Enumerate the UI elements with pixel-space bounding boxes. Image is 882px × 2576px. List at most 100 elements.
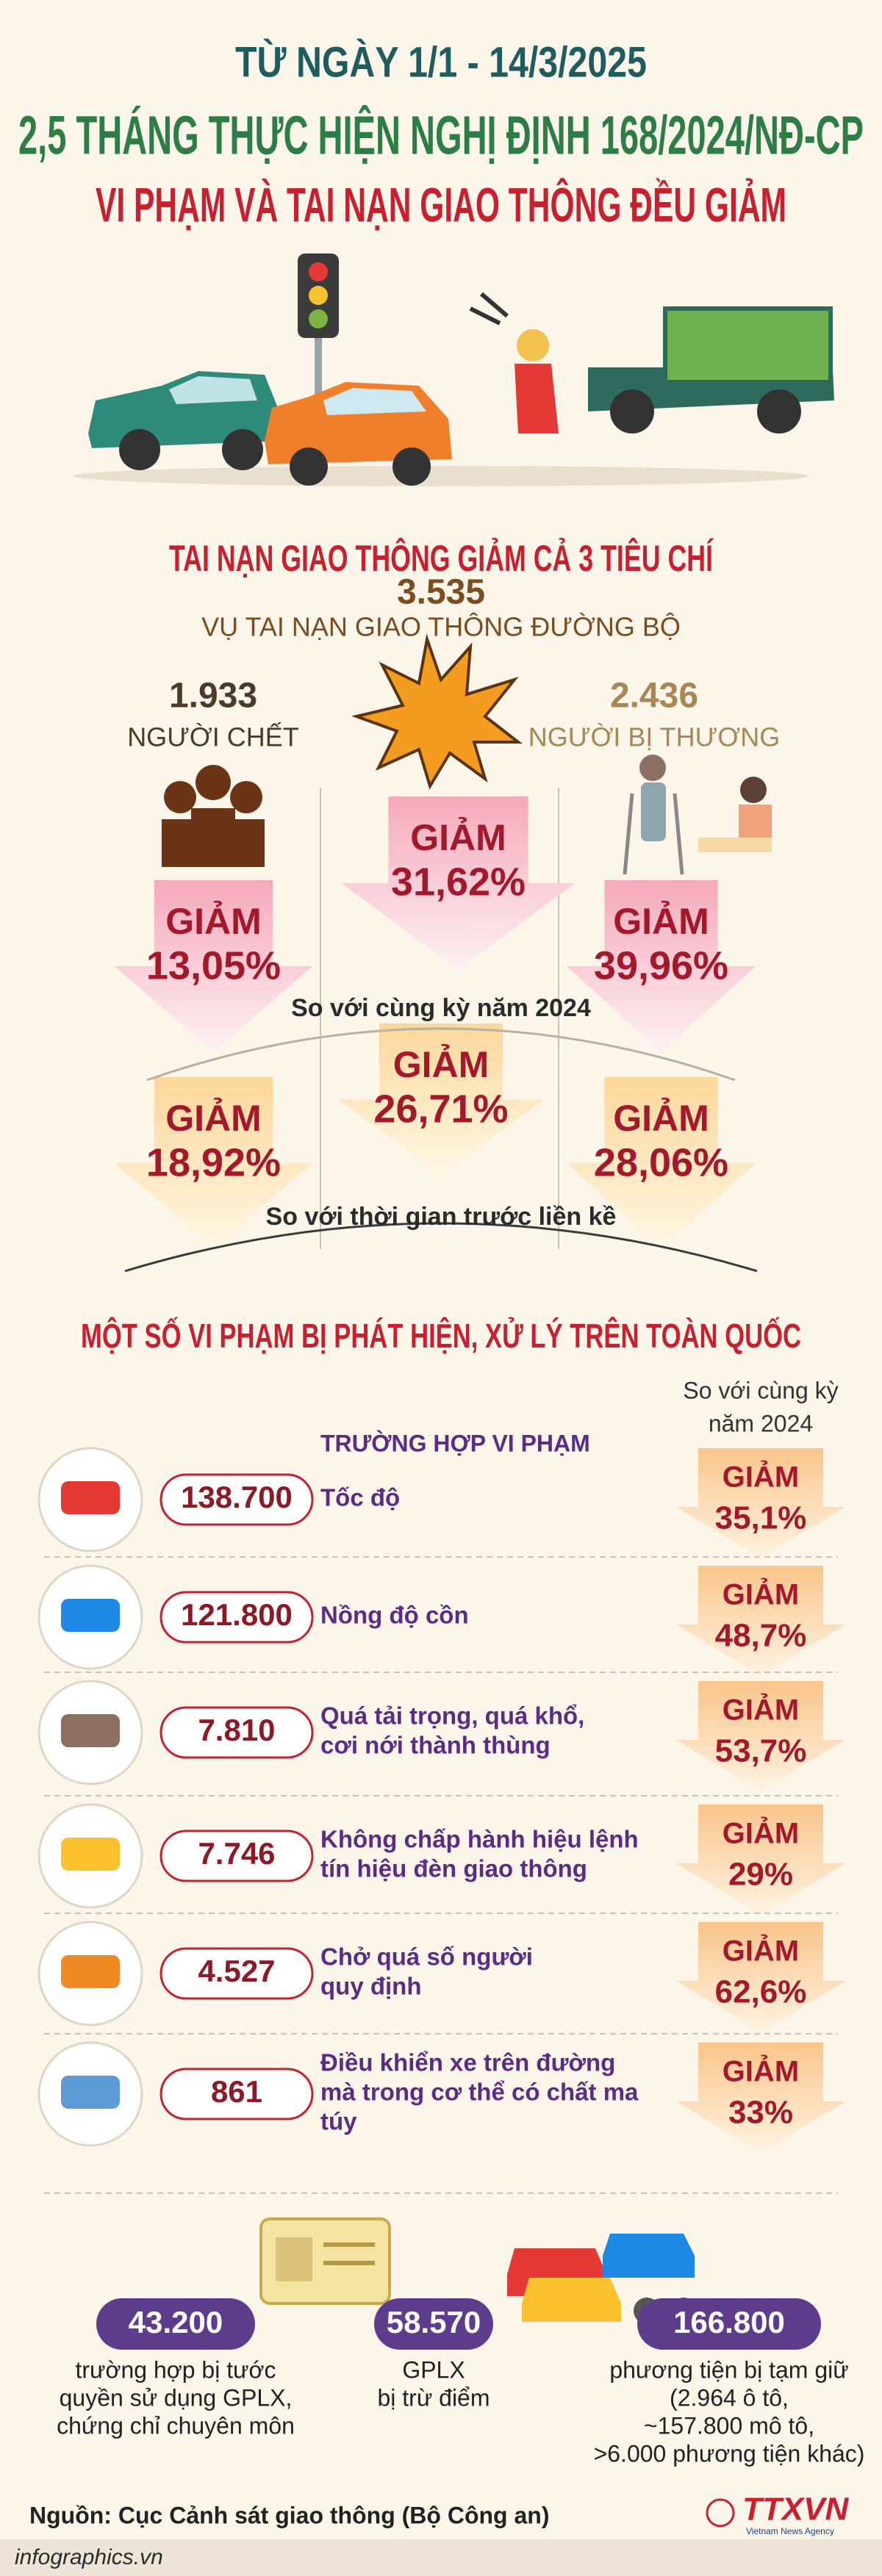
change-value: 18,92% [146, 1140, 281, 1184]
change-label: GIẢM [165, 1098, 262, 1139]
count-pill [159, 1830, 314, 1882]
change-value: 35,1% [715, 1500, 807, 1536]
count: 7.810 [198, 1713, 275, 1747]
change-label: GIẢM [393, 1044, 490, 1085]
penalty-text: >6.000 phương tiện khác) [594, 2440, 865, 2467]
down-arrow [676, 1681, 845, 1791]
violation-name: Chở quá số người [320, 1943, 533, 1971]
change-label: GIẢM [723, 1460, 799, 1494]
violation-name: Điều khiển xe trên đường [320, 2049, 615, 2076]
change-value: 31,62% [391, 860, 526, 904]
count-pill [374, 2298, 493, 2350]
row-icon-shape [61, 2076, 120, 2109]
count-pill [159, 2068, 314, 2120]
change-label: GIẢM [723, 1577, 799, 1611]
count-pill [159, 1473, 314, 1526]
brand: TTXVN [742, 2492, 849, 2528]
footer-bar [0, 2539, 882, 2576]
count-pill [159, 1706, 314, 1759]
penalty-text: trường hợp bị tước [76, 2356, 276, 2383]
change-value: 33% [728, 2095, 793, 2131]
source: Nguồn: Cục Cảnh sát giao thông (Bộ Công … [29, 2502, 549, 2528]
down-arrow [676, 1448, 845, 1558]
column-header: TRƯỜNG HỢP VI PHẠM [320, 1430, 590, 1456]
injuries-value: 2.436 [610, 677, 698, 716]
count-pill [637, 2298, 821, 2350]
change-label: GIẢM [723, 1816, 799, 1850]
count: 138.700 [181, 1480, 293, 1514]
violation-name: tín hiệu đèn giao thông [320, 1855, 587, 1882]
change-value: 13,05% [146, 943, 281, 987]
accident-icons [162, 633, 772, 875]
row-icon-shape [61, 1714, 120, 1747]
count-pill [159, 1591, 314, 1644]
deaths-label: NGƯỜI CHẾT [127, 722, 299, 752]
row-icon-shape [61, 1955, 120, 1988]
penalty-text: GPLX [402, 2356, 465, 2383]
site: infographics.vn [15, 2545, 163, 2569]
total-value: 3.535 [397, 573, 485, 612]
change-label: GIẢM [723, 1693, 799, 1727]
count-pill [96, 2298, 255, 2350]
count: 121.800 [181, 1597, 293, 1632]
change-label: GIẢM [165, 901, 262, 942]
change-label: GIẢM [613, 901, 709, 942]
violation-name: quy định [320, 1973, 421, 2000]
row-icon-shape [61, 1481, 120, 1514]
count-pill [159, 1947, 314, 2000]
injuries-label: NGƯỜI BỊ THƯƠNG [528, 722, 781, 752]
down-arrow [115, 880, 312, 1052]
prior-label: So với thời gian trước liền kề [266, 1203, 617, 1231]
change-label: GIẢM [410, 817, 506, 858]
down-arrow [115, 1077, 312, 1249]
accidents-heading: TAI NẠN GIAO THÔNG GIẢM CẢ 3 TIÊU CHÍ [169, 537, 714, 579]
change-value: 62,6% [715, 1974, 807, 2010]
penalty-text: quyền sử dụng GPLX, [60, 2384, 293, 2411]
down-arrow [338, 1023, 544, 1176]
count: 4.527 [198, 1954, 275, 1988]
row-icon-shape [61, 1599, 120, 1632]
brand-tagline: Vietnam News Agency [746, 2526, 834, 2536]
down-arrow [676, 2043, 845, 2153]
copyright-icon [706, 2498, 735, 2528]
compare-header: So với cùng kỳ [683, 1377, 838, 1403]
total-label: VỤ TAI NẠN GIAO THÔNG ĐƯỜNG BỘ [201, 612, 681, 642]
down-arrow [676, 1805, 845, 1915]
change-value: 29% [728, 1857, 793, 1893]
count: 166.800 [673, 2305, 785, 2339]
penalty-text: bị trừ điểm [377, 2384, 490, 2411]
down-arrow [567, 1077, 756, 1249]
down-arrow [676, 1566, 845, 1676]
subtitle: VI PHẠM VÀ TAI NẠN GIAO THÔNG ĐỀU GIẢM [96, 177, 786, 231]
down-arrow [342, 796, 575, 970]
arc [124, 1222, 758, 1273]
violation-name: túy [320, 2108, 357, 2135]
violations-heading: MỘT SỐ VI PHẠM BỊ PHÁT HIỆN, XỬ LÝ TRÊN … [81, 1317, 801, 1355]
violation-name: mà trong cơ thể có chất ma [320, 2079, 639, 2106]
deaths-value: 1.933 [169, 677, 257, 716]
violation-name: Không chấp hành hiệu lệnh [320, 1826, 639, 1853]
compare-header: năm 2024 [709, 1410, 813, 1436]
change-value: 28,06% [594, 1140, 728, 1184]
penalty-text: chứng chỉ chuyên môn [57, 2412, 295, 2439]
penalty-text: ~157.800 mô tô, [644, 2412, 814, 2439]
count: 7.746 [198, 1836, 275, 1871]
violation-name: Nồng độ cồn [320, 1602, 469, 1629]
change-value: 26,71% [373, 1087, 508, 1131]
arc [146, 1027, 736, 1082]
penalty-text: phương tiện bị tạm giữ [609, 2356, 848, 2383]
change-value: 39,96% [594, 943, 728, 987]
violation-name: cơi nới thành thùng [320, 1732, 551, 1759]
change-label: GIẢM [723, 1934, 799, 1968]
violation-name: Tốc độ [320, 1484, 400, 1511]
yoy-label: So với cùng kỳ năm 2024 [291, 994, 591, 1022]
violation-name: Quá tải trọng, quá khổ, [320, 1702, 584, 1730]
down-arrow [567, 880, 756, 1052]
change-label: GIẢM [613, 1098, 709, 1139]
main-title: 2,5 THÁNG THỰC HIỆN NGHỊ ĐỊNH 168/2024/N… [18, 105, 864, 166]
count: 43.200 [129, 2305, 223, 2339]
penalty-text: (2.964 ô tô, [670, 2384, 789, 2411]
count: 58.570 [387, 2305, 481, 2339]
